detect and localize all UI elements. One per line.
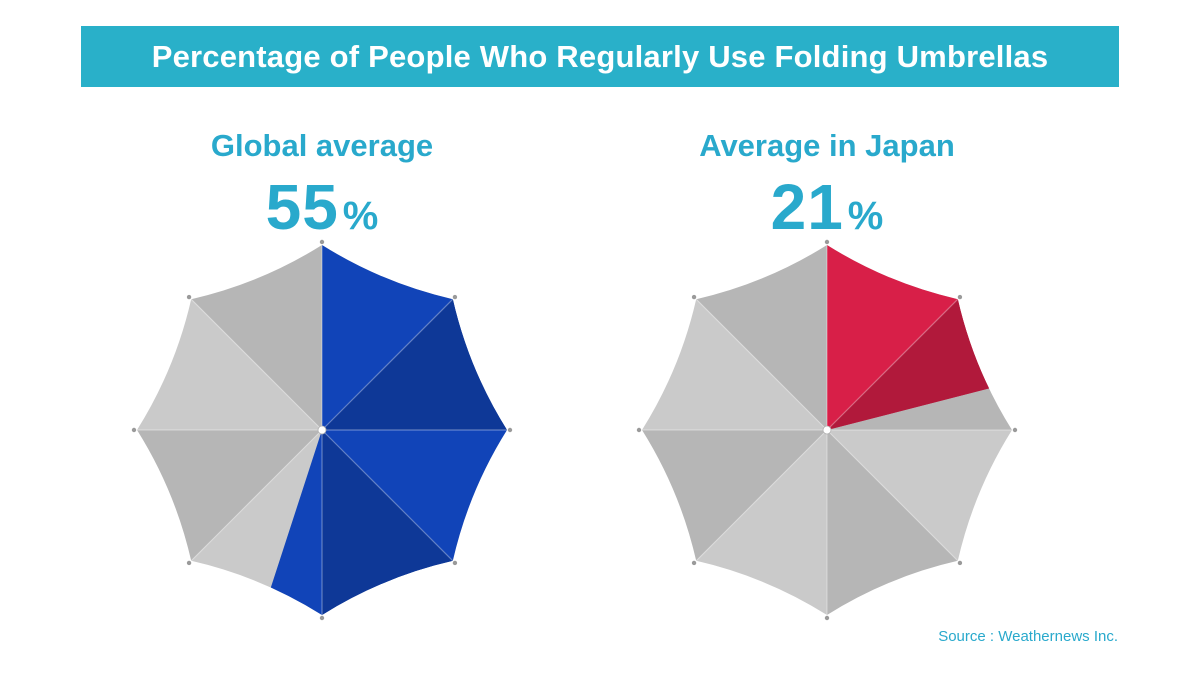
umbrella-panel: [138, 245, 322, 430]
umbrella-center-cap: [822, 425, 832, 435]
sector-fold: [322, 430, 506, 615]
umbrella-panel: [137, 246, 322, 431]
rib-tip: [186, 560, 192, 566]
chart-title: Percentage of People Who Regularly Use F…: [151, 38, 1049, 74]
value-readout: 55%: [72, 170, 572, 244]
sector-fold: [322, 246, 507, 430]
data-sector: [827, 245, 1012, 430]
umbrella-panel: [643, 245, 827, 430]
umbrella-panel: [642, 430, 827, 614]
chart-label: Average in Japan: [699, 128, 955, 163]
umbrella-rib: [826, 429, 959, 562]
source-note: Source : Weathernews Inc.: [938, 628, 1118, 645]
chart-panel-global: Global average 55%: [72, 120, 572, 621]
rib-tip: [824, 239, 830, 245]
rib-tip: [131, 427, 137, 433]
umbrella-rib: [190, 429, 323, 562]
value-readout: 21%: [577, 170, 1077, 244]
umbrella-rib: [190, 298, 323, 431]
value-unit: %: [847, 194, 884, 238]
umbrella-rib: [321, 298, 454, 431]
sector-fold: [827, 246, 1012, 430]
rib-tip: [319, 615, 325, 621]
umbrella-rib: [321, 429, 454, 562]
rib-tip: [691, 560, 697, 566]
value-number: 21: [770, 171, 844, 243]
rib-tip: [957, 560, 963, 566]
umbrella-panel: [827, 430, 1011, 615]
umbrella-panel: [643, 430, 827, 615]
rib-tip: [186, 294, 192, 300]
umbrella-panel: [138, 430, 323, 615]
umbrella-pie: [131, 239, 513, 621]
rib-tip: [824, 615, 830, 621]
rib-tip: [452, 560, 458, 566]
umbrella-center-cap: [317, 425, 327, 435]
rib-tip: [507, 427, 513, 433]
rib-tip: [319, 239, 325, 245]
value-number: 55: [265, 171, 339, 243]
value-unit: %: [342, 194, 379, 238]
title-banner: Percentage of People Who Regularly Use F…: [81, 26, 1119, 87]
umbrella-panel: [137, 430, 322, 614]
rib-tip: [452, 294, 458, 300]
umbrella-pie: [636, 239, 1018, 621]
chart-panel-japan: Average in Japan 21%: [577, 120, 1077, 621]
umbrella-rib: [695, 429, 828, 562]
rib-tip: [636, 427, 642, 433]
rib-tip: [957, 294, 963, 300]
umbrella-rib: [826, 298, 959, 431]
umbrella-panel: [827, 430, 1012, 614]
chart-label: Global average: [210, 128, 434, 163]
rib-tip: [1012, 427, 1018, 433]
umbrella-panel: [642, 246, 827, 431]
rib-tip: [691, 294, 697, 300]
umbrella-rib: [695, 298, 828, 431]
